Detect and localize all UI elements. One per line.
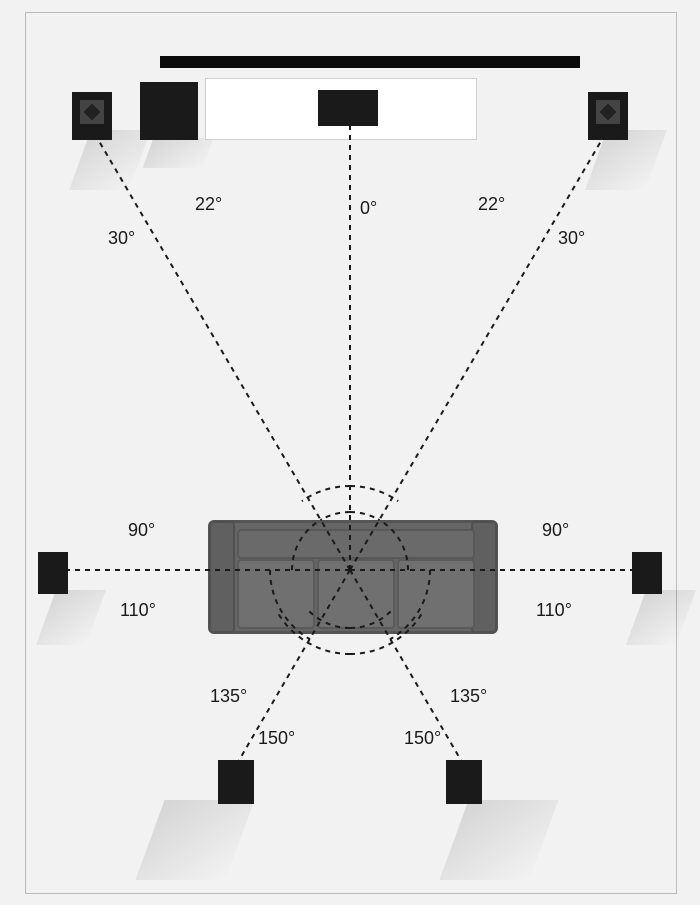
rear-right-speaker <box>446 760 482 804</box>
angle-label-center: 0° <box>360 198 377 219</box>
rear-left-speaker <box>218 760 254 804</box>
angle-label-rr-inner: 135° <box>450 686 487 707</box>
angle-label-rl-outer: 150° <box>258 728 295 749</box>
angle-label-sl-upper: 90° <box>128 520 155 541</box>
shadow <box>143 138 214 168</box>
speaker-placement-diagram: 0° 22° 30° 22° 30° 90° 110° 90° 110° 135… <box>0 0 700 905</box>
angle-label-fl-outer: 30° <box>108 228 135 249</box>
angle-label-sl-lower: 110° <box>120 600 156 621</box>
side-right-speaker <box>632 552 662 594</box>
front-left-speaker <box>72 92 112 140</box>
angle-label-sr-upper: 90° <box>542 520 569 541</box>
front-right-speaker <box>588 92 628 140</box>
angle-label-fl-inner: 22° <box>195 194 222 215</box>
angle-label-fr-inner: 22° <box>478 194 505 215</box>
side-left-speaker <box>38 552 68 594</box>
angle-label-fr-outer: 30° <box>558 228 585 249</box>
angle-label-sr-lower: 110° <box>536 600 572 621</box>
center-speaker <box>318 90 378 126</box>
angle-label-rl-inner: 135° <box>210 686 247 707</box>
tv <box>160 56 580 68</box>
angle-label-rr-outer: 150° <box>404 728 441 749</box>
subwoofer <box>140 82 198 140</box>
couch <box>208 520 498 634</box>
